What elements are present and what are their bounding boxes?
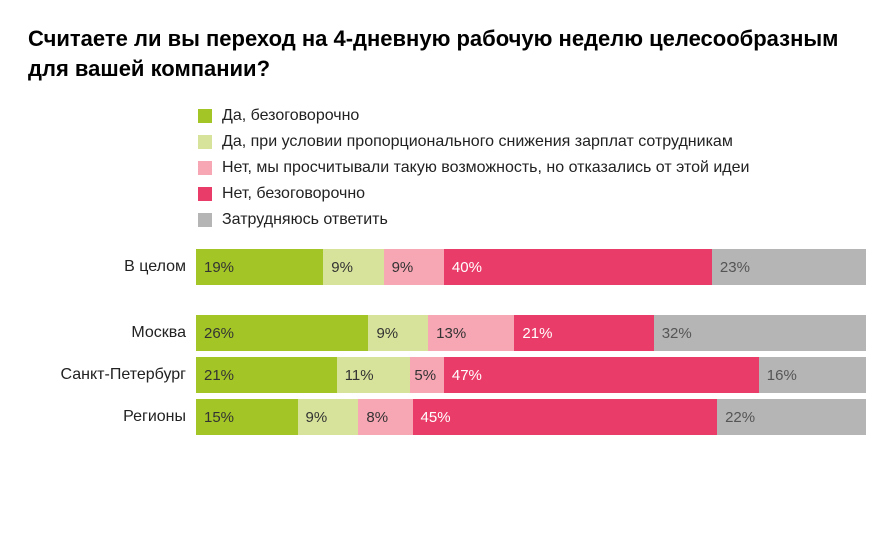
- bar-segment: 45%: [413, 399, 718, 435]
- bar-row: Санкт-Петербург21%11%5%47%16%: [28, 357, 866, 393]
- row-label: Санкт-Петербург: [28, 366, 196, 384]
- bar-row: Москва26%9%13%21%32%: [28, 315, 866, 351]
- bar-segment: 9%: [323, 249, 383, 285]
- bar-segment: 8%: [358, 399, 412, 435]
- bar-segment: 21%: [514, 315, 653, 351]
- bar-segment: 13%: [428, 315, 514, 351]
- bar-segment: 47%: [444, 357, 759, 393]
- legend-item: Затрудняюсь ответить: [198, 211, 866, 229]
- bar-segment: 15%: [196, 399, 298, 435]
- legend-item: Нет, безоговорочно: [198, 185, 866, 203]
- legend-label: Нет, мы просчитывали такую возможность, …: [222, 159, 749, 177]
- bar-segment: 26%: [196, 315, 368, 351]
- row-label: В целом: [28, 258, 196, 276]
- legend-swatch: [198, 135, 212, 149]
- bar-segment: 19%: [196, 249, 323, 285]
- bar-segment: 9%: [298, 399, 359, 435]
- legend-swatch: [198, 213, 212, 227]
- bar-row: Регионы15%9%8%45%22%: [28, 399, 866, 435]
- legend-label: Да, при условии пропорционального снижен…: [222, 133, 733, 151]
- bar-segment: 21%: [196, 357, 337, 393]
- group-gap: [28, 291, 866, 315]
- legend-item: Да, безоговорочно: [198, 107, 866, 125]
- chart-area: В целом19%9%9%40%23%Москва26%9%13%21%32%…: [28, 249, 866, 441]
- legend: Да, безоговорочно Да, при условии пропорц…: [198, 107, 866, 229]
- row-label: Регионы: [28, 408, 196, 426]
- bar-segment: 32%: [654, 315, 866, 351]
- stacked-bar: 21%11%5%47%16%: [196, 357, 866, 393]
- stacked-bar: 19%9%9%40%23%: [196, 249, 866, 285]
- legend-swatch: [198, 109, 212, 123]
- bar-segment: 40%: [444, 249, 712, 285]
- stacked-bar: 26%9%13%21%32%: [196, 315, 866, 351]
- stacked-bar: 15%9%8%45%22%: [196, 399, 866, 435]
- bar-row: В целом19%9%9%40%23%: [28, 249, 866, 285]
- row-label: Москва: [28, 324, 196, 342]
- bar-segment: 9%: [368, 315, 428, 351]
- bar-segment: 9%: [384, 249, 444, 285]
- legend-item: Нет, мы просчитывали такую возможность, …: [198, 159, 866, 177]
- legend-label: Да, безоговорочно: [222, 107, 359, 125]
- bar-segment: 16%: [759, 357, 866, 393]
- legend-swatch: [198, 161, 212, 175]
- legend-label: Нет, безоговорочно: [222, 185, 365, 203]
- bar-segment: 5%: [410, 357, 444, 393]
- bar-segment: 22%: [717, 399, 866, 435]
- chart-title: Считаете ли вы переход на 4-дневную рабо…: [28, 24, 866, 83]
- bar-segment: 23%: [712, 249, 866, 285]
- legend-label: Затрудняюсь ответить: [222, 211, 388, 229]
- legend-swatch: [198, 187, 212, 201]
- bar-segment: 11%: [337, 357, 411, 393]
- legend-item: Да, при условии пропорционального снижен…: [198, 133, 866, 151]
